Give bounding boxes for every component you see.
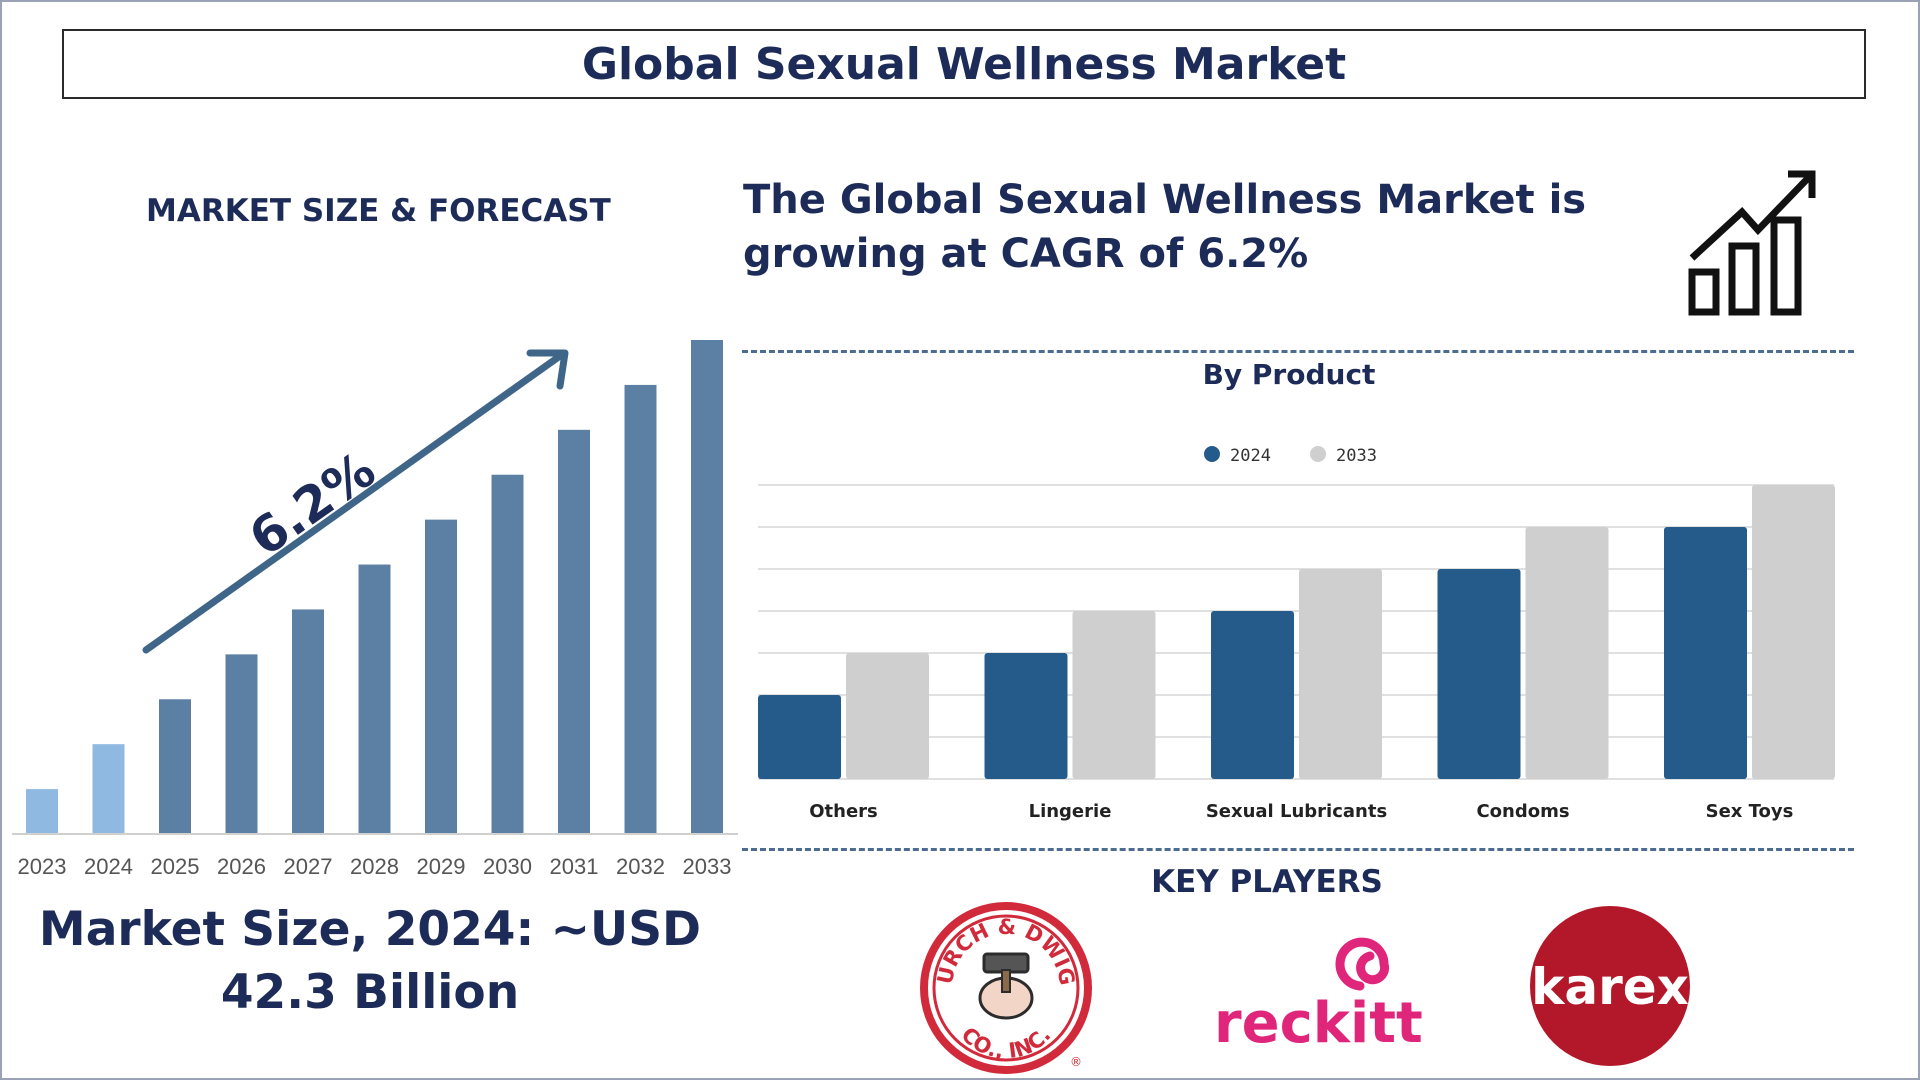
bar-2033-sexual-lubricants [1299, 569, 1382, 779]
cagr-label: 6.2% [239, 441, 386, 568]
forecast-year-label: 2033 [683, 854, 732, 879]
legend-marker-2033 [1310, 446, 1326, 462]
market-size-forecast-heading: MARKET SIZE & FORECAST [146, 193, 611, 229]
market-size-text: Market Size, 2024: ~USD 42.3 Billion [10, 898, 730, 1024]
forecast-bar-2029 [425, 519, 457, 834]
forecast-year-label: 2025 [151, 854, 200, 879]
forecast-year-label: 2024 [84, 854, 133, 879]
forecast-year-label: 2028 [350, 854, 399, 879]
karex-wordmark: karex [1531, 958, 1689, 1016]
growth-chart-icon [1688, 170, 1816, 316]
title-banner: Global Sexual Wellness Market [62, 29, 1866, 99]
bar-2033-lingerie [1072, 611, 1156, 779]
product-bar-chart: 2024 2033 Others Lingerie Sexual Lubricants… [758, 446, 1835, 822]
registered-mark: ® [1070, 1055, 1082, 1069]
forecast-bar-2024 [92, 744, 125, 834]
forecast-year-label: 2031 [550, 854, 599, 879]
forecast-year-label: 2023 [18, 854, 67, 879]
reckitt-wordmark: reckitt [1214, 991, 1423, 1054]
bar-2033-others [846, 653, 929, 779]
forecast-bar-2032 [624, 384, 657, 834]
growth-icon-trend-line [1689, 171, 1815, 261]
bar-2024-condoms [1437, 569, 1521, 779]
church-dwight-logo: CHURCH & DWIGHT CO., INC. ® [918, 900, 1092, 1074]
market-size-line-1: Market Size, 2024: ~USD [38, 902, 702, 957]
growth-icon-bar-3 [1770, 216, 1802, 316]
key-players-title: KEY PLAYERS [1151, 864, 1383, 900]
bar-2024-sex-toys [1664, 527, 1747, 779]
legend-label-2033: 2033 [1336, 446, 1377, 466]
category-label: Sexual Lubricants [1206, 801, 1387, 822]
reckitt-swirl-icon [1335, 937, 1390, 991]
product-chart-title: By Product [1202, 358, 1376, 391]
legend-label-2024: 2024 [1230, 446, 1271, 466]
top-divider [742, 350, 1854, 353]
forecast-bar-2033 [691, 340, 723, 834]
legend-marker-2024 [1204, 446, 1220, 462]
reckitt-logo: reckitt [1214, 937, 1423, 1054]
growth-icon-arrowhead [1788, 170, 1816, 198]
cagr-headline: The Global Sexual Wellness Market is gro… [743, 177, 1587, 277]
forecast-bar-2028 [358, 564, 391, 834]
growth-icon-bar-1 [1688, 268, 1720, 316]
forecast-year-label: 2027 [284, 854, 333, 879]
market-size-line-2: 42.3 Billion [220, 965, 520, 1020]
growth-icon-bar-2 [1728, 242, 1760, 316]
forecast-bar-2025 [159, 699, 191, 834]
growth-arrow [142, 349, 569, 654]
category-label: Condoms [1476, 801, 1569, 822]
bar-2024-sexual-lubricants [1211, 611, 1294, 779]
page-title: Global Sexual Wellness Market [581, 38, 1347, 90]
forecast-year-label: 2032 [616, 854, 665, 879]
forecast-bar-2026 [225, 654, 258, 834]
karex-logo: karex [1530, 906, 1690, 1066]
forecast-bar-2030 [491, 474, 524, 834]
arm-hammer-icon [978, 952, 1034, 1020]
category-label: Others [809, 801, 878, 822]
forecast-bar-2023 [26, 789, 58, 834]
bar-2033-sex-toys [1752, 485, 1835, 779]
category-label: Sex Toys [1706, 801, 1794, 822]
forecast-year-label: 2030 [483, 854, 532, 879]
forecast-bar-2031 [558, 429, 590, 834]
forecast-year-label: 2029 [417, 854, 466, 879]
forecast-bar-2027 [292, 609, 324, 834]
bar-2024-lingerie [984, 653, 1068, 779]
bar-2024-others [758, 695, 841, 779]
forecast-year-label: 2026 [217, 854, 266, 879]
bar-2033-condoms [1525, 527, 1609, 779]
bottom-divider [742, 848, 1854, 851]
market-forecast-chart: 2023 2024 2025 2026 2027 2028 2029 2030 2031 2032… [12, 340, 738, 879]
category-label: Lingerie [1029, 801, 1112, 822]
